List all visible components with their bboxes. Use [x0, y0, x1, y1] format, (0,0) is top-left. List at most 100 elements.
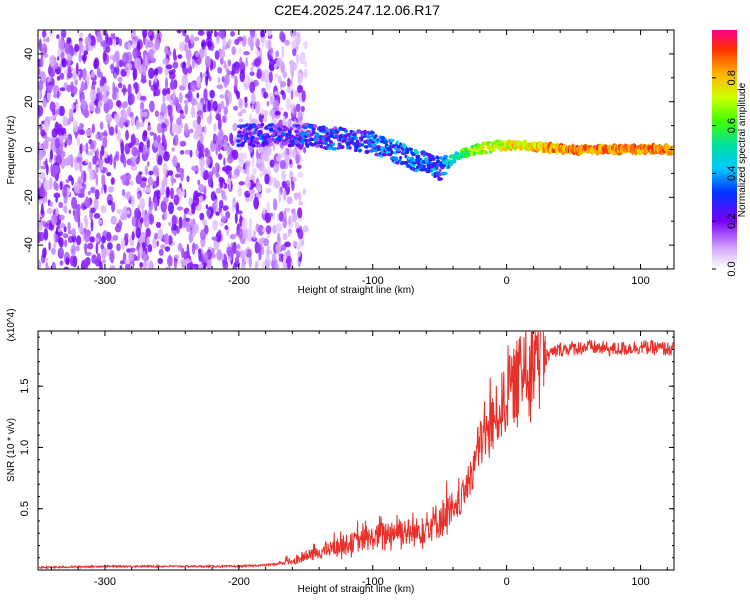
spectrogram-noise-cell: [208, 171, 214, 178]
spectrogram-noise-cell: [53, 192, 61, 199]
spectrogram-noise-cell: [61, 58, 66, 65]
spectrogram-noise-cell: [209, 111, 212, 124]
spectrogram-noise-cell: [184, 103, 188, 115]
spectrogram-noise-cell: [281, 182, 288, 189]
spectrogram-noise-cell: [176, 117, 182, 126]
spectrogram-noise-cell: [62, 233, 69, 239]
spectrogram-noise-cell: [280, 80, 287, 88]
spectrogram-noise-cell: [142, 65, 146, 77]
spectrogram-noise-cell: [195, 51, 199, 58]
spectrogram-noise-cell: [109, 153, 113, 166]
spectrogram-noise-cell: [273, 198, 278, 211]
spectrogram-noise-cell: [191, 166, 198, 171]
spectrogram-noise-cell: [65, 257, 70, 265]
spectrogram-noise-cell: [119, 260, 125, 265]
spectrogram-ridge-cell: [356, 130, 362, 134]
spectrogram-noise-cell: [46, 207, 54, 215]
spectrogram-noise-cell: [130, 116, 135, 127]
spectrogram-noise-cell: [113, 157, 116, 170]
spectrogram-noise-cell: [92, 80, 97, 86]
spectrogram-noise-cell: [199, 156, 205, 168]
spectrogram-ridge-cell: [302, 125, 308, 130]
spectrogram-noise-cell: [217, 144, 221, 152]
colorbar-ticks: 0.0 0.2 0.4 0.6 0.8: [712, 70, 738, 277]
spectrogram-noise-cell: [43, 37, 47, 43]
spectrogram-noise-cell: [96, 31, 102, 43]
spectrogram-ridge-cell: [358, 149, 362, 153]
spectrogram-noise-cell: [298, 200, 304, 206]
spectrogram-noise-cell: [260, 30, 265, 38]
spectrogram-noise-cell: [238, 48, 242, 55]
spectrogram-noise-cell: [163, 138, 167, 152]
spectrogram-noise-cell: [206, 209, 212, 217]
spectrogram-noise-cell: [58, 214, 65, 221]
spectrogram-noise-cell: [184, 34, 190, 43]
spectrogram-noise-cell: [269, 212, 273, 217]
spectrogram-noise-cell: [221, 75, 225, 83]
spectrogram-noise-cell: [52, 109, 56, 116]
spectrogram-noise-cell: [118, 219, 122, 227]
spectrogram-noise-cell: [117, 82, 123, 89]
spectrogram-ridge-cell: [419, 167, 425, 172]
spectrogram-noise-cell: [38, 80, 44, 91]
spectrogram-ridge-cell: [439, 156, 443, 160]
spectrogram-noise-cell: [161, 132, 165, 143]
spectrogram-noise-cell: [190, 81, 197, 92]
spectrogram-ridge-cell: [455, 151, 460, 156]
spectrogram-noise-cell: [214, 162, 219, 171]
spectrogram-ridge-cell: [363, 145, 369, 149]
spectrogram-ridge-cell: [296, 126, 301, 130]
spectrogram-noise-cell: [263, 238, 269, 247]
spectrogram-noise-cell: [130, 195, 135, 207]
spectrogram-noise-cell: [101, 173, 106, 186]
spectrogram-noise-cell: [219, 48, 226, 59]
spectrogram-ridge-cell: [399, 156, 403, 160]
spectrogram-noise-cell: [40, 129, 46, 137]
snr-series-line: [38, 331, 674, 570]
spectrogram-noise-cell: [133, 36, 137, 42]
spectrogram-noise-cell: [279, 30, 285, 42]
spectrogram-noise-cell: [286, 87, 292, 94]
spectrogram-noise-cell: [121, 237, 126, 250]
spectrogram-noise-cell: [267, 166, 271, 171]
spectrogram-noise-cell: [295, 153, 300, 165]
spectrogram-noise-cell: [38, 149, 44, 161]
spectrogram-noise-cell: [96, 148, 99, 158]
spectrogram-noise-cell: [184, 123, 189, 135]
spectrogram-ridge-cell: [447, 164, 451, 169]
spectrogram-noise-cell: [128, 251, 135, 263]
spectrogram-noise-cell: [195, 129, 201, 135]
spectrogram-noise-cell: [57, 123, 63, 136]
spectrogram-noise-cell: [160, 244, 166, 250]
spectrogram-noise-cell: [256, 68, 262, 80]
spectrogram-noise-cell: [67, 59, 72, 65]
spectrogram-noise-cell: [39, 186, 46, 199]
spectrogram-noise-cell: [80, 187, 85, 195]
x-tick-label: -200: [228, 576, 250, 588]
y-tick-label: 1.0: [19, 440, 31, 455]
spectrogram-noise-cell: [179, 150, 185, 155]
spectrogram-noise-cell: [110, 177, 115, 185]
spectrogram-noise-cell: [63, 226, 67, 233]
spectrogram-noise-cell: [162, 175, 168, 187]
spectrogram-noise-cell: [49, 201, 53, 207]
spectrogram-noise-cell: [63, 204, 68, 214]
spectrogram-noise-cell: [142, 144, 147, 155]
spectrogram-noise-cell: [156, 221, 161, 229]
spectrogram-noise-cell: [90, 149, 94, 157]
spectrogram-noise-cell: [47, 85, 54, 90]
spectrogram-noise-cell: [173, 134, 179, 147]
spectrogram-noise-cell: [212, 206, 217, 214]
spectrogram-noise-cell: [246, 179, 251, 189]
spectrogram-noise-cell: [214, 198, 218, 207]
spectrogram-noise-cell: [60, 51, 65, 60]
spectrogram-noise-cell: [277, 232, 281, 244]
spectrogram-noise-cell: [221, 215, 227, 223]
spectrogram-noise-cell: [164, 45, 169, 56]
spectrogram-noise-cell: [100, 243, 104, 250]
spectrogram-noise-cell: [96, 67, 101, 78]
spectrogram-noise-cell: [147, 40, 154, 48]
spectrogram-noise-cell: [88, 190, 91, 196]
spectrogram-noise-cell: [201, 72, 207, 78]
